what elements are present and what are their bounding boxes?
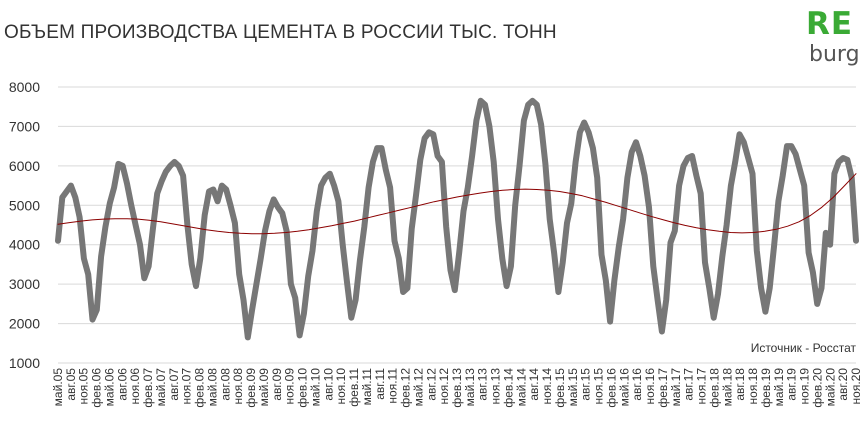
x-tick-label: авг.20 bbox=[836, 368, 850, 401]
source-note: Источник - Росстат bbox=[750, 341, 856, 355]
x-tick-label: ноя.11 bbox=[386, 368, 400, 404]
x-tick-label: фев.07 bbox=[141, 368, 155, 408]
x-tick-label: авг.07 bbox=[167, 368, 181, 401]
y-tick-label: 3000 bbox=[9, 276, 40, 292]
x-tick-label: фев.18 bbox=[707, 368, 721, 408]
x-tick-label: май.16 bbox=[617, 368, 631, 407]
x-tick-label: ноя.07 bbox=[180, 368, 194, 405]
x-tick-label: фев.14 bbox=[501, 368, 515, 408]
x-tick-label: май.10 bbox=[308, 368, 322, 407]
x-tick-label: ноя.18 bbox=[746, 368, 760, 405]
x-tick-label: май.06 bbox=[102, 368, 116, 407]
plot-area bbox=[55, 97, 859, 341]
y-tick-label: 5000 bbox=[9, 197, 40, 213]
x-tick-label: фев.20 bbox=[810, 368, 824, 408]
x-tick-label: ноя.19 bbox=[798, 368, 812, 405]
x-tick-label: авг.06 bbox=[115, 368, 129, 401]
x-tick-label: ноя.08 bbox=[231, 368, 245, 405]
x-tick-label: ноя.14 bbox=[540, 368, 554, 405]
x-tick-label: фев.08 bbox=[193, 368, 207, 408]
x-tick-label: авг.10 bbox=[321, 368, 335, 401]
x-tick-label: авг.14 bbox=[527, 368, 541, 401]
x-tick-label: авг.11 bbox=[373, 368, 387, 400]
x-tick-label: фев.13 bbox=[450, 368, 464, 408]
x-tick-label: фев.06 bbox=[90, 368, 104, 408]
y-tick-label: 7000 bbox=[9, 118, 40, 134]
x-tick-label: авг.18 bbox=[733, 368, 747, 401]
x-tick-label: май.14 bbox=[514, 368, 528, 407]
x-tick-label: фев.15 bbox=[553, 368, 567, 408]
y-axis: 1000 2000 3000 4000 5000 6000 7000 8000 bbox=[9, 79, 40, 371]
chart-title: ОБЪЕМ ПРОИЗВОДСТВА ЦЕМЕНТА В РОССИИ ТЫС.… bbox=[4, 22, 557, 43]
x-tick-label: авг.17 bbox=[682, 368, 696, 401]
y-tick-label: 8000 bbox=[9, 79, 40, 95]
x-tick-label: фев.17 bbox=[656, 368, 670, 408]
logo-mark-re: RE bbox=[806, 6, 854, 42]
x-tick-label: ноя.13 bbox=[489, 368, 503, 405]
x-tick-label: фев.11 bbox=[347, 368, 361, 407]
x-tick-label: фев.16 bbox=[604, 368, 618, 408]
x-tick-label: фев.10 bbox=[296, 368, 310, 408]
x-tick-label: авг.08 bbox=[218, 368, 232, 401]
x-tick-label: авг.16 bbox=[630, 368, 644, 401]
x-tick-label: май.13 bbox=[463, 368, 477, 407]
x-tick-label: ноя.10 bbox=[334, 368, 348, 405]
x-tick-label: авг.13 bbox=[476, 368, 490, 401]
x-tick-label: ноя.09 bbox=[283, 368, 297, 405]
y-tick-label: 6000 bbox=[9, 158, 40, 174]
x-tick-label: ноя.15 bbox=[592, 368, 606, 405]
production-series-line bbox=[55, 97, 859, 341]
x-tick-label: май.19 bbox=[772, 368, 786, 407]
logo-mark-burg: burg bbox=[809, 42, 860, 67]
y-tick-label: 2000 bbox=[9, 316, 40, 332]
x-tick-label: ноя.06 bbox=[128, 368, 142, 405]
x-tick-label: май.07 bbox=[154, 368, 168, 407]
x-tick-label: фев.12 bbox=[399, 368, 413, 408]
x-tick-label: май.17 bbox=[669, 368, 683, 407]
reburg-logo: RE burg bbox=[806, 6, 860, 70]
x-tick-label: фев.19 bbox=[759, 368, 773, 408]
x-tick-label: май.05 bbox=[51, 368, 65, 407]
x-axis: май.05авг.05ноя.05фев.06май.06авг.06ноя.… bbox=[51, 368, 863, 408]
x-tick-label: май.12 bbox=[411, 368, 425, 407]
x-tick-label: авг.05 bbox=[64, 368, 78, 401]
x-tick-label: авг.15 bbox=[579, 368, 593, 401]
x-tick-label: авг.09 bbox=[270, 368, 284, 401]
x-tick-label: ноя.12 bbox=[437, 368, 451, 405]
y-tick-label: 1000 bbox=[9, 355, 40, 371]
x-tick-label: ноя.16 bbox=[643, 368, 657, 405]
x-tick-label: май.09 bbox=[257, 368, 271, 407]
x-tick-label: фев.09 bbox=[244, 368, 258, 408]
x-tick-label: май.15 bbox=[566, 368, 580, 407]
x-tick-label: ноя.20 bbox=[849, 368, 863, 405]
x-tick-label: авг.12 bbox=[424, 368, 438, 401]
x-tick-label: май.20 bbox=[823, 368, 837, 407]
trend-line bbox=[57, 173, 857, 235]
x-tick-label: ноя.17 bbox=[695, 368, 709, 405]
x-tick-label: май.18 bbox=[720, 368, 734, 407]
x-tick-label: авг.19 bbox=[785, 368, 799, 401]
y-tick-label: 4000 bbox=[9, 237, 40, 253]
x-tick-label: май.08 bbox=[205, 368, 219, 407]
x-tick-label: ноя.05 bbox=[77, 368, 91, 405]
x-tick-label: май.11 bbox=[360, 368, 374, 406]
